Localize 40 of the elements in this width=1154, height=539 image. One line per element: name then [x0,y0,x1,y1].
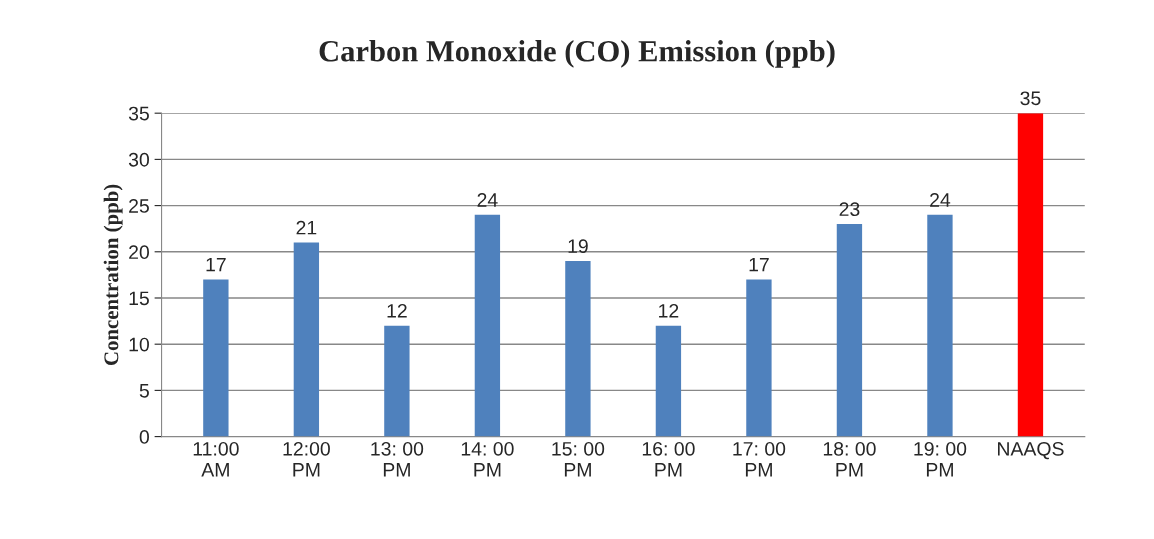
bar [474,214,501,437]
x-tick-label: 17: 00 PM [733,441,786,477]
bar [203,279,229,437]
x-tick-label: 12:00 PM [283,441,330,477]
y-axis-title: Concentration (ppb) [103,184,123,366]
data-label: 19 [568,239,588,254]
data-label: 24 [930,193,951,207]
x-tick-label: 18: 00 PM [823,441,876,477]
data-label: 23 [839,202,860,217]
data-label: 35 [1020,91,1041,106]
data-label: 17 [206,257,226,272]
bar [293,242,320,437]
x-tick-label: 14: 00 PM [461,441,514,477]
bar [655,325,682,437]
x-tick-label: 19: 00 PM [914,441,967,477]
y-tick-label: 30 [128,152,149,167]
y-tick-label: 0 [139,430,149,444]
y-tick-label: 35 [128,106,149,121]
bar [384,325,410,437]
bar [565,261,591,437]
bar [927,214,953,437]
y-tick-label: 25 [129,199,149,213]
x-tick-label: 11:00 AM [193,441,239,477]
bar [1017,113,1044,437]
data-label: 24 [477,193,498,207]
x-tick-label: 16: 00 PM [642,441,695,477]
data-label: 12 [387,303,407,318]
data-label: 12 [659,303,679,318]
y-tick-label: 5 [139,384,149,398]
data-label: 21 [296,220,317,235]
x-tick-label: NAAQS [998,441,1064,460]
x-tick-label: 15: 00 PM [552,441,605,477]
y-tick-label: 20 [129,245,149,260]
y-tick-label: 15 [129,291,149,306]
data-label: 17 [749,257,769,272]
bar [746,279,772,437]
y-tick-label: 10 [129,337,149,352]
bar [836,224,863,437]
x-tick-label: 13: 00 PM [371,441,424,477]
chart-title: Carbon Monoxide (CO) Emission (ppb) [319,40,835,68]
